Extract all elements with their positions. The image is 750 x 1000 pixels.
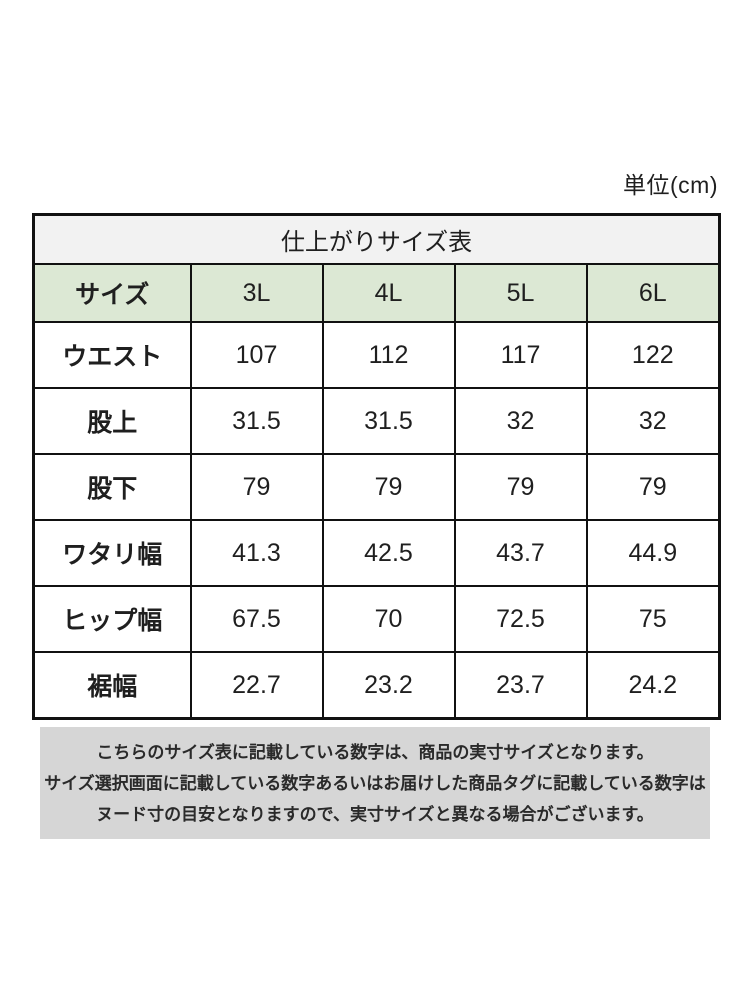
cell-waist-4l: 112 <box>321 321 456 389</box>
size-table: 仕上がりサイズ表 サイズ 3L 4L 5L 6L ウエスト 107 112 11… <box>32 213 722 720</box>
cell-thigh-3l: 41.3 <box>189 519 324 587</box>
cell-waist-3l: 107 <box>189 321 324 389</box>
cell-rise-5l: 32 <box>453 387 588 455</box>
table-row-hem: 裾幅 22.7 23.2 23.7 24.2 <box>32 651 721 720</box>
row-label-thigh: ワタリ幅 <box>32 519 192 587</box>
cell-waist-6l: 122 <box>585 321 721 389</box>
size-note-line-1: こちらのサイズ表に記載している数字は、商品の実寸サイズとなります。 <box>96 743 654 762</box>
unit-label: 単位(cm) <box>623 172 718 198</box>
row-label-waist: ウエスト <box>32 321 192 389</box>
cell-hip-6l: 75 <box>585 585 721 653</box>
table-title-row: 仕上がりサイズ表 <box>32 213 721 265</box>
cell-thigh-5l: 43.7 <box>453 519 588 587</box>
table-row-hip: ヒップ幅 67.5 70 72.5 75 <box>32 585 721 653</box>
cell-hip-5l: 72.5 <box>453 585 588 653</box>
row-label-rise: 股上 <box>32 387 192 455</box>
row-label-inseam: 股下 <box>32 453 192 521</box>
table-row-waist: ウエスト 107 112 117 122 <box>32 321 721 389</box>
size-header-row: サイズ 3L 4L 5L 6L <box>32 263 721 323</box>
cell-thigh-6l: 44.9 <box>585 519 721 587</box>
cell-inseam-3l: 79 <box>189 453 324 521</box>
cell-rise-3l: 31.5 <box>189 387 324 455</box>
header-cell-6l: 6L <box>585 263 721 323</box>
size-note-line-2: サイズ選択画面に記載している数字あるいはお届けした商品タグに記載している数字は <box>44 774 706 793</box>
header-cell-3l: 3L <box>189 263 324 323</box>
table-row-rise: 股上 31.5 31.5 32 32 <box>32 387 721 455</box>
cell-inseam-4l: 79 <box>321 453 456 521</box>
cell-hem-6l: 24.2 <box>585 651 721 720</box>
cell-rise-4l: 31.5 <box>321 387 456 455</box>
cell-hem-5l: 23.7 <box>453 651 588 720</box>
cell-rise-6l: 32 <box>585 387 721 455</box>
table-title: 仕上がりサイズ表 <box>32 213 721 265</box>
cell-inseam-5l: 79 <box>453 453 588 521</box>
table-row-thigh: ワタリ幅 41.3 42.5 43.7 44.9 <box>32 519 721 587</box>
cell-hip-4l: 70 <box>321 585 456 653</box>
cell-hem-3l: 22.7 <box>189 651 324 720</box>
table-row-inseam: 股下 79 79 79 79 <box>32 453 721 521</box>
cell-hem-4l: 23.2 <box>321 651 456 720</box>
header-cell-size: サイズ <box>32 263 192 323</box>
row-label-hip: ヒップ幅 <box>32 585 192 653</box>
header-cell-5l: 5L <box>453 263 588 323</box>
cell-inseam-6l: 79 <box>585 453 721 521</box>
size-note: こちらのサイズ表に記載している数字は、商品の実寸サイズとなります。 サイズ選択画… <box>40 727 710 839</box>
size-note-line-3: ヌード寸の目安となりますので、実寸サイズと異なる場合がございます。 <box>96 805 654 824</box>
header-cell-4l: 4L <box>321 263 456 323</box>
cell-waist-5l: 117 <box>453 321 588 389</box>
row-label-hem: 裾幅 <box>32 651 192 720</box>
cell-hip-3l: 67.5 <box>189 585 324 653</box>
cell-thigh-4l: 42.5 <box>321 519 456 587</box>
